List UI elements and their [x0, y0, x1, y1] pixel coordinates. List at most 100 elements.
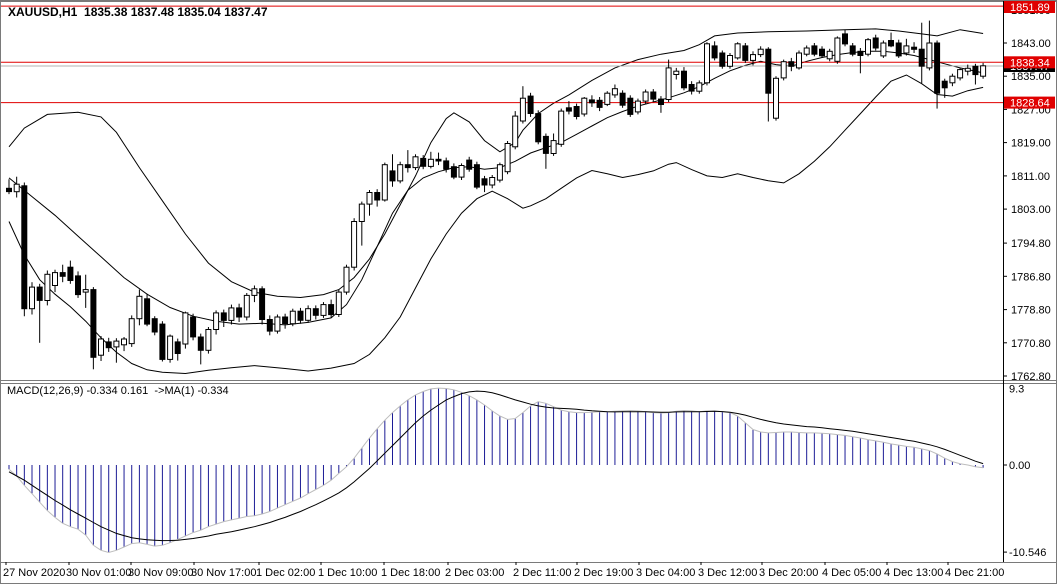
macd-indicator	[8, 387, 984, 554]
candle-bullish	[213, 312, 220, 330]
macd-scale-label: 9.3	[1009, 383, 1024, 395]
candle-bullish	[581, 97, 588, 115]
pane-borders	[1, 1, 1056, 563]
candle-bullish	[251, 288, 258, 296]
time-axis-label: 30 Nov 09:00	[128, 567, 193, 579]
candle-bearish	[711, 45, 718, 59]
bollinger-upper-line	[8, 28, 984, 299]
price-axis[interactable]: 1851.001843.001835.001827.001819.001811.…	[1003, 5, 1051, 559]
candle-bullish	[611, 88, 618, 96]
macd-indicator-label: MACD(12,26,9) -0.334 0.161 ->MA(1) -0.33…	[7, 385, 229, 397]
candle-bullish	[727, 55, 733, 67]
time-axis-label: 1 Dec 02:00	[256, 567, 315, 579]
candle-bearish	[941, 80, 948, 89]
time-axis-label: 2 Dec 03:00	[445, 567, 504, 579]
candle-bullish	[773, 77, 779, 119]
candle-bearish	[934, 42, 941, 94]
candle-bearish	[374, 192, 381, 201]
candle-bullish	[335, 291, 342, 316]
chart-title: XAUUSD,H1 1835.38 1837.48 1835.04 1837.4…	[8, 5, 268, 19]
candle-bullish	[519, 97, 526, 122]
candle-bearish	[888, 40, 894, 47]
time-axis-label: 3 Dec 12:00	[698, 567, 757, 579]
candle-bullish	[826, 50, 833, 60]
candle-bearish	[918, 48, 925, 67]
candle-bearish	[811, 45, 818, 55]
macd-scale-label: 0.00	[1009, 460, 1030, 472]
candle-bullish	[113, 340, 120, 348]
price-tick-label: 1770.80	[1011, 338, 1051, 350]
candle-bullish	[243, 294, 250, 318]
candlesticks	[6, 20, 987, 370]
candle-bullish	[289, 310, 296, 325]
candle-bullish	[228, 307, 235, 321]
candle-bullish	[44, 273, 51, 301]
candle-bearish	[443, 160, 450, 170]
candle-bearish	[658, 98, 664, 105]
price-tick-label: 1786.80	[1011, 271, 1051, 283]
candle-bullish	[182, 312, 189, 345]
candle-bullish	[796, 52, 802, 69]
candle-bearish	[328, 304, 335, 316]
price-tick-label: 1835.00	[1011, 71, 1051, 83]
candle-bullish	[397, 164, 404, 182]
candle-bearish	[174, 341, 181, 354]
time-axis-label: 30 Nov 17:00	[191, 567, 256, 579]
candle-bearish	[542, 135, 549, 154]
candle-bullish	[634, 100, 641, 113]
candle-bullish	[205, 329, 212, 351]
candle-bullish	[803, 47, 810, 55]
candle-bullish	[366, 192, 373, 205]
candle-bearish	[90, 289, 97, 358]
candle-bearish	[466, 159, 473, 170]
candle-bullish	[980, 65, 987, 77]
candle-bearish	[21, 185, 28, 310]
candle-bearish	[481, 178, 488, 186]
candle-bullish	[642, 91, 649, 102]
candle-bearish	[596, 99, 603, 108]
candle-bullish	[949, 75, 956, 84]
candle-bullish	[358, 203, 365, 223]
candle-bearish	[819, 48, 825, 57]
candle-bullish	[343, 266, 350, 293]
candle-bullish	[458, 165, 465, 178]
candle-bearish	[435, 158, 442, 162]
candle-bearish	[220, 312, 227, 321]
bollinger-middle-line	[8, 50, 984, 326]
candle-bearish	[872, 37, 879, 49]
candle-bullish	[558, 110, 565, 145]
candle-bearish	[389, 170, 396, 182]
candle-bullish	[957, 69, 964, 79]
candle-bearish	[627, 97, 634, 115]
price-label-text: 1828.64	[1010, 98, 1050, 110]
candle-bullish	[427, 158, 434, 167]
candle-bearish	[151, 318, 158, 333]
candle-bullish	[29, 286, 35, 310]
candle-bullish	[351, 221, 358, 268]
candle-bearish	[765, 48, 772, 94]
candle-bearish	[420, 157, 427, 167]
candle-bullish	[320, 304, 327, 316]
candle-bearish	[857, 50, 864, 56]
macd-signal-line	[8, 390, 984, 542]
candle-bullish	[880, 42, 887, 57]
candle-bullish	[550, 140, 557, 155]
macd-scale-label: -10.546	[1009, 547, 1046, 559]
candle-bullish	[504, 143, 511, 173]
candle-bearish	[911, 46, 918, 50]
horizontal-price-lines[interactable]	[1, 5, 1003, 104]
candle-bearish	[105, 341, 112, 349]
candle-bullish	[305, 308, 312, 321]
price-label-text: 1838.34	[1010, 57, 1050, 69]
candle-bearish	[473, 164, 480, 188]
candle-bearish	[535, 113, 542, 143]
price-tick-label: 1819.00	[1011, 138, 1051, 150]
price-tick-label: 1794.80	[1011, 238, 1051, 250]
candle-bullish	[757, 48, 764, 56]
candle-bullish	[98, 338, 104, 356]
candle-bearish	[450, 166, 457, 178]
